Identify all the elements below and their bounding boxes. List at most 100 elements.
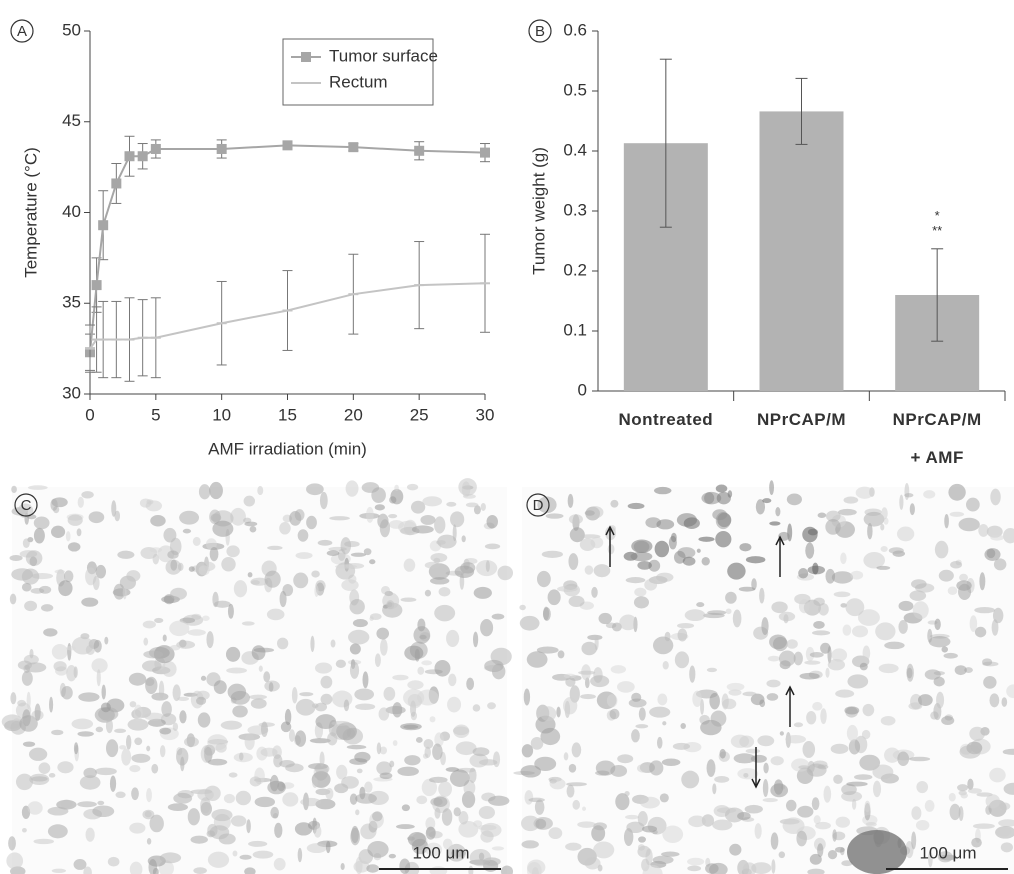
tissue-blob [212, 520, 234, 537]
tissue-blob [958, 583, 972, 600]
tissue-blob [355, 856, 363, 874]
tissue-blob [257, 485, 264, 496]
tissue-blob [314, 763, 330, 774]
tissue-blob [847, 830, 907, 874]
tissue-blob [397, 766, 419, 777]
tissue-blob [521, 815, 540, 832]
tissue-blob [813, 620, 825, 629]
tissue-blob [593, 822, 607, 831]
tissue-blob [430, 577, 450, 585]
tissue-blob [577, 821, 596, 828]
tissue-blob [928, 636, 951, 648]
tissue-blob [434, 660, 451, 677]
tissue-blob [252, 850, 274, 859]
tissue-blob [969, 726, 986, 741]
tissue-blob [798, 599, 810, 614]
tissue-blob [534, 756, 557, 771]
tissue-blob [21, 568, 40, 585]
y-axis-title: Temperature (°C) [21, 147, 40, 278]
tissue-blob [541, 550, 563, 558]
tissue-blob [81, 491, 94, 499]
tissue-blob [880, 545, 888, 553]
tissue-blob [473, 586, 492, 599]
tissue-blob [944, 513, 949, 529]
tissue-blob [767, 655, 781, 662]
tissue-blob [66, 664, 77, 682]
tissue-blob [572, 799, 581, 810]
tissue-blob [406, 483, 419, 491]
x-tick-label: 20 [344, 405, 363, 424]
tissue-blob [835, 689, 855, 698]
tissue-blob [610, 499, 619, 508]
tissue-blob [460, 562, 476, 574]
tissue-blob [360, 823, 377, 840]
tissue-blob [315, 702, 328, 712]
tissue-blob [681, 770, 700, 789]
tissue-blob [22, 538, 30, 548]
tissue-blob [424, 746, 431, 759]
tissue-blob [51, 644, 68, 660]
tissue-blob [742, 862, 757, 874]
tissue-blob [992, 607, 1004, 624]
tissue-blob [761, 617, 769, 635]
tissue-blob [566, 782, 587, 787]
tissue-blob [77, 801, 97, 808]
tissue-blob [924, 669, 941, 680]
tissue-blob [491, 846, 505, 851]
tissue-blob [898, 600, 914, 612]
tissue-blob [966, 497, 980, 512]
tissue-blob [403, 724, 419, 729]
tissue-blob [534, 799, 545, 815]
tissue-blob [107, 856, 120, 867]
tissue-blob [331, 690, 353, 708]
tissue-blob [927, 628, 933, 643]
tissue-blob [480, 503, 486, 511]
tissue-blob [637, 811, 648, 827]
tissue-blob [9, 593, 17, 605]
tissue-blob [50, 525, 66, 538]
tissue-blob [1002, 748, 1014, 755]
tissue-blob [279, 760, 295, 768]
tissue-blob [101, 684, 106, 700]
tissue-blob [473, 820, 483, 827]
tissue-blob [766, 693, 779, 701]
tissue-blob [770, 832, 779, 850]
tissue-blob [179, 710, 187, 724]
tissue-blob [71, 718, 94, 730]
tissue-blob [73, 859, 87, 870]
tissue-blob [833, 591, 851, 598]
tissue-blob [458, 820, 479, 838]
tissue-blob [438, 586, 451, 597]
tissue-blob [319, 491, 328, 510]
tissue-blob [936, 691, 945, 709]
tissue-blob [407, 680, 424, 690]
tissue-blob [738, 586, 756, 592]
tissue-blob [979, 572, 986, 591]
tissue-blob [540, 706, 557, 722]
tissue-blob [248, 840, 268, 847]
tissue-blob [687, 857, 705, 866]
tissue-blob [785, 735, 806, 744]
tissue-blob [40, 604, 54, 612]
tissue-blob [491, 613, 505, 620]
tissue-blob [995, 826, 1012, 837]
tissue-blob [151, 763, 159, 774]
tissue-blob [677, 628, 688, 642]
tissue-blob [38, 762, 51, 775]
tissue-blob [673, 550, 686, 564]
tissue-blob [53, 661, 67, 672]
tissue-blob [411, 838, 429, 855]
tissue-blob [806, 763, 827, 777]
tissue-blob [376, 761, 392, 776]
tissue-blob [733, 753, 756, 764]
tissue-blob [380, 638, 388, 656]
tissue-blob [241, 621, 255, 626]
tissue-blob [840, 552, 847, 565]
tissue-blob [251, 645, 266, 661]
series-line [89, 144, 486, 353]
tissue-blob [131, 753, 151, 763]
tissue-blob [254, 796, 275, 808]
tissue-blob [343, 699, 350, 712]
tissue-blob [423, 738, 434, 749]
tissue-blob [223, 793, 236, 804]
